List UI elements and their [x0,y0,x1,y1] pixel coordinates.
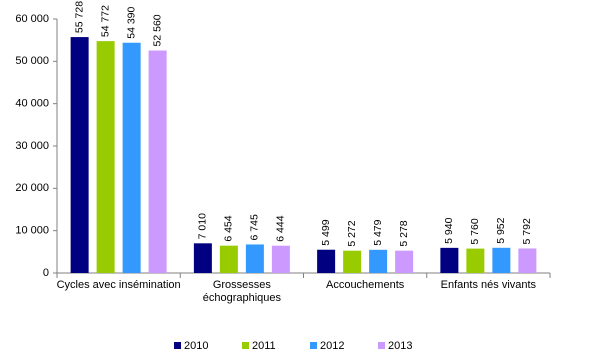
bar [369,249,388,273]
legend-label: 2012 [320,340,344,352]
bar [466,248,485,273]
data-label: 7 010 [197,213,209,239]
legend-swatch [378,342,385,349]
legend-swatch [242,342,249,349]
bar [492,247,511,273]
x-tick-label: Cycles avec insémination [56,279,181,291]
data-label: 54 390 [125,6,137,38]
y-tick-label: 50 000 [15,55,49,67]
y-tick-label: 60 000 [15,13,49,25]
x-tick-label: Grossesses échographiques [202,279,282,304]
data-label: 6 444 [275,215,287,241]
bar [317,249,336,273]
bar [219,245,238,273]
x-tick-label: Enfants nés vivants [440,279,537,291]
y-tick-label: 20 000 [15,182,49,194]
data-label: 5 278 [398,220,410,246]
data-label: 5 952 [495,217,507,243]
bar [70,37,89,273]
bar [343,250,362,273]
legend-label: 2010 [184,340,208,352]
data-label: 6 745 [249,214,261,240]
data-label: 5 760 [469,218,481,244]
bar [245,244,264,273]
bar [271,245,290,273]
bar [122,42,141,274]
legend-label: 2013 [388,340,412,352]
y-tick-label: 10 000 [15,225,49,237]
legend-label: 2011 [252,340,276,352]
legend-swatch [174,342,181,349]
bar [395,250,414,273]
data-label: 55 728 [73,1,85,33]
bar [440,247,459,273]
data-label: 6 454 [223,215,235,241]
data-label: 5 272 [346,220,358,246]
data-label: 5 479 [372,219,384,245]
data-label: 5 940 [443,217,455,243]
data-label: 5 792 [521,218,533,244]
data-label: 54 772 [99,5,111,37]
bar [193,243,212,273]
legend-swatch [310,342,317,349]
y-tick-label: 30 000 [15,140,49,152]
data-label: 52 560 [151,14,163,46]
y-tick-label: 40 000 [15,98,49,110]
bar [148,50,167,273]
bar [96,41,115,273]
y-tick-label: 0 [43,267,49,279]
bar [518,248,537,273]
data-label: 5 499 [320,219,332,245]
x-tick-label: Accouchements [325,279,405,291]
